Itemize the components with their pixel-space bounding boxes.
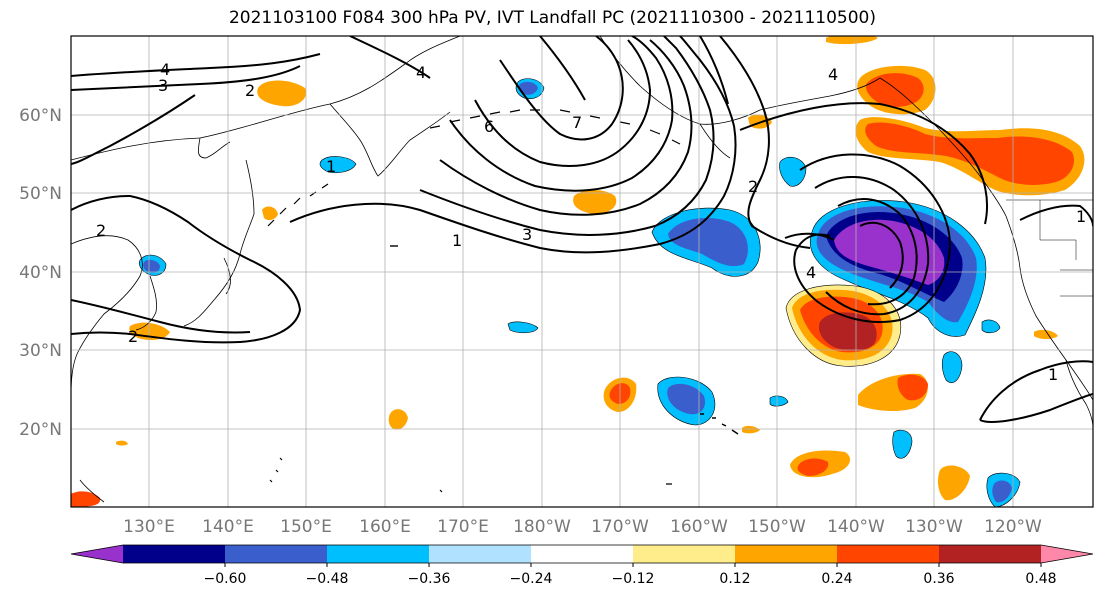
colorbar: −0.60 −0.48 −0.36 −0.24 −0.12 0.12 0.24 0.36 0.4… bbox=[70, 544, 1094, 587]
colorbar-tick-label: −0.48 bbox=[306, 571, 349, 587]
contour-label: 1 bbox=[1076, 207, 1086, 226]
map-frame bbox=[70, 35, 1094, 508]
lon-label: 150°W bbox=[748, 517, 806, 537]
lon-label: 170°W bbox=[591, 517, 649, 537]
colorbar-cell bbox=[939, 545, 1042, 563]
colorbar-cell bbox=[429, 545, 532, 563]
colorbar-cell bbox=[123, 545, 226, 563]
colorbar-tick-label: 0.24 bbox=[821, 571, 852, 587]
lon-label: 180°W bbox=[513, 517, 571, 537]
contour-label: 4 bbox=[160, 60, 170, 79]
colorbar-labels: −0.60 −0.48 −0.36 −0.24 −0.12 0.12 0.24 0.36 0.4… bbox=[204, 571, 1057, 587]
contour-label: 4 bbox=[806, 263, 816, 282]
ivt-shading bbox=[71, 36, 1085, 507]
latitude-labels: 60°N 50°N 40°N 30°N 20°N bbox=[19, 106, 62, 440]
contour-label: 2 bbox=[245, 81, 255, 100]
contour-label: 1 bbox=[326, 157, 336, 176]
pv-contour-labels: 4 3 2 1 2 2 1 3 4 6 7 4 2 4 1 1 bbox=[96, 60, 1086, 384]
contour-label: 3 bbox=[158, 76, 168, 95]
colorbar-tick-label: 0.12 bbox=[719, 571, 750, 587]
longitude-labels: 130°E 140°E 150°E 160°E 170°E 180°W 170°… bbox=[123, 517, 1042, 537]
colorbar-tick-label: −0.60 bbox=[204, 571, 247, 587]
contour-label: 2 bbox=[96, 221, 106, 240]
colorbar-tick-label: −0.12 bbox=[612, 571, 655, 587]
contour-label: 3 bbox=[522, 225, 532, 244]
contour-label: 2 bbox=[748, 177, 758, 196]
lon-label: 170°E bbox=[437, 517, 489, 537]
lon-label: 130°W bbox=[905, 517, 963, 537]
colorbar-outline bbox=[70, 544, 1094, 564]
contour-label: 6 bbox=[484, 117, 494, 136]
contour-label: 4 bbox=[828, 65, 838, 84]
contour-label: 1 bbox=[452, 231, 462, 250]
colorbar-cell bbox=[633, 545, 736, 563]
lat-label: 60°N bbox=[19, 106, 62, 126]
lon-label: 140°E bbox=[202, 517, 254, 537]
contour-label: 4 bbox=[416, 63, 426, 82]
colorbar-extend-high bbox=[1041, 545, 1093, 563]
map-title: 2021103100 F084 300 hPa PV, IVT Landfall… bbox=[228, 8, 876, 28]
colorbar-cells bbox=[70, 544, 1094, 564]
colorbar-tick-label: 0.36 bbox=[923, 571, 954, 587]
lon-label: 160°E bbox=[359, 517, 411, 537]
colorbar-tick-label: 0.48 bbox=[1025, 571, 1056, 587]
colorbar-ticks bbox=[224, 563, 1042, 567]
lon-label: 140°W bbox=[827, 517, 885, 537]
contour-label: 2 bbox=[128, 327, 138, 346]
colorbar-cell bbox=[837, 545, 940, 563]
lon-label: 120°W bbox=[984, 517, 1042, 537]
colorbar-cell bbox=[327, 545, 430, 563]
lat-label: 20°N bbox=[19, 420, 62, 440]
lat-label: 40°N bbox=[19, 263, 62, 283]
lat-label: 30°N bbox=[19, 341, 62, 361]
colorbar-cell bbox=[531, 545, 634, 563]
colorbar-tick-label: −0.24 bbox=[510, 571, 553, 587]
colorbar-cell bbox=[735, 545, 838, 563]
lat-label: 50°N bbox=[19, 184, 62, 204]
graticule bbox=[71, 36, 1093, 507]
coastlines bbox=[71, 36, 1093, 503]
lon-label: 160°W bbox=[670, 517, 728, 537]
colorbar-cell bbox=[225, 545, 328, 563]
contour-label: 7 bbox=[572, 113, 582, 132]
lon-label: 130°E bbox=[123, 517, 175, 537]
colorbar-extend-low bbox=[71, 545, 123, 563]
colorbar-tick-label: −0.36 bbox=[408, 571, 451, 587]
contour-label: 1 bbox=[1048, 365, 1058, 384]
lon-label: 150°E bbox=[280, 517, 332, 537]
pv-contours bbox=[71, 36, 1093, 423]
